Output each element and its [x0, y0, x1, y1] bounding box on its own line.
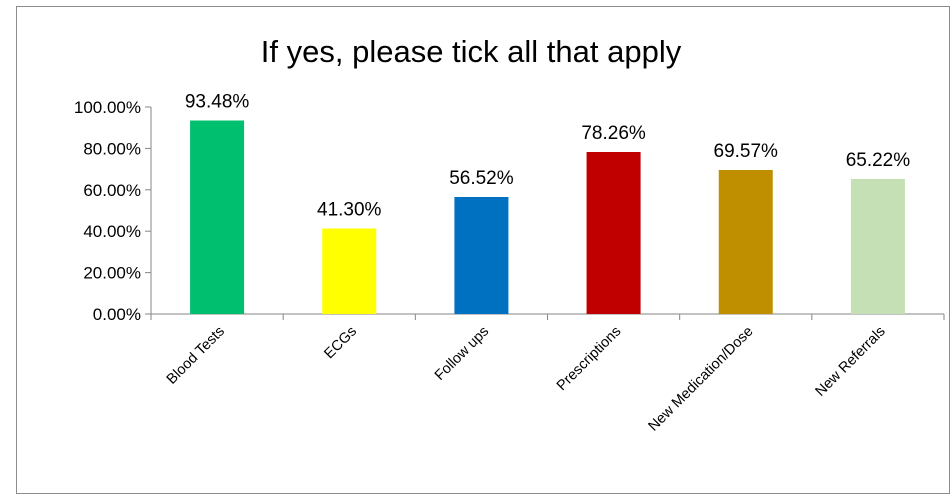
x-tick-label: New Medication/Dose [646, 324, 757, 435]
y-tick-label: 60.00% [83, 181, 141, 200]
data-label: 93.48% [185, 91, 250, 112]
data-label: 65.22% [846, 150, 911, 171]
y-tick-label: 100.00% [74, 98, 141, 117]
y-tick-label: 40.00% [83, 222, 141, 241]
x-tick-label: Prescriptions [554, 324, 625, 395]
bar [322, 228, 377, 314]
bar [454, 197, 509, 314]
data-label: 78.26% [581, 123, 646, 144]
x-tick-label: ECGs [321, 324, 360, 363]
data-label: 56.52% [449, 168, 514, 189]
x-tick-label: Follow ups [432, 324, 492, 384]
bar [586, 152, 641, 314]
bar [718, 169, 773, 314]
y-tick-label: 80.00% [83, 139, 141, 158]
bar [190, 120, 245, 314]
data-label: 69.57% [714, 141, 779, 162]
y-tick-label: 0.00% [93, 305, 141, 324]
x-tick-label: Blood Tests [164, 324, 228, 388]
data-label: 41.30% [317, 200, 382, 221]
x-tick-label: New Referrals [812, 324, 888, 400]
chart-title: If yes, please tick all that apply [261, 34, 682, 69]
plot-area: 0.00% 20.00% 40.00% 60.00% 80.00% 100.00% 93.4… [74, 91, 945, 435]
y-tick-label: 20.00% [83, 264, 141, 283]
bar [850, 178, 905, 314]
